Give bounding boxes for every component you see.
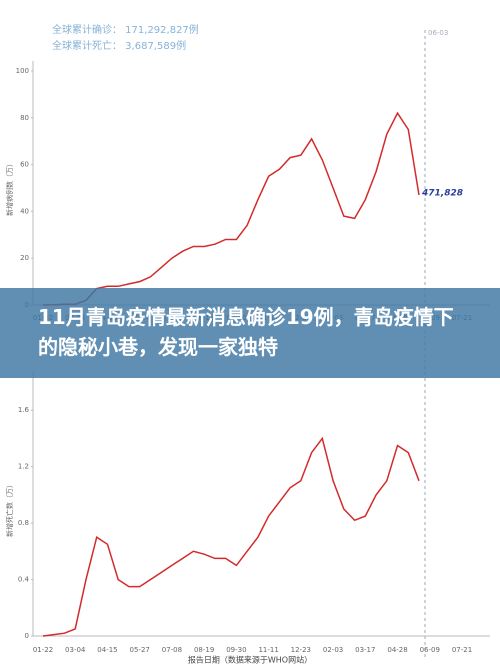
x-tick-label: 03-17 (355, 646, 375, 654)
x-tick-label: 07-21 (452, 646, 472, 654)
x-tick-label: 11-11 (258, 646, 278, 654)
y-tick-label: 80 (20, 114, 29, 122)
y-tick-label: 0.8 (18, 519, 29, 527)
y-tick-label: 0 (25, 632, 29, 640)
y-tick-label: 40 (20, 207, 29, 215)
legend-note: 全球累计死亡： 3,687,589例 (52, 39, 186, 52)
y-axis-label: 新增病例数（万） (5, 160, 14, 216)
x-tick-label: 01-22 (33, 646, 53, 654)
x-axis-label: 报告日期（数据来源于WHO网站） (188, 655, 312, 665)
x-tick-label: 12-23 (291, 646, 311, 654)
data-line (42, 111, 420, 306)
y-axis-label: 新增死亡数（万） (5, 481, 14, 537)
x-tick-label: 03-04 (65, 646, 86, 654)
x-tick-label: 07-08 (162, 646, 182, 654)
x-tick-label: 02-03 (323, 646, 343, 654)
x-tick-label: 06-09 (420, 646, 440, 654)
y-tick-label: 1.6 (18, 406, 30, 414)
y-tick-label: 0.4 (18, 576, 30, 584)
x-tick-label: 04-28 (387, 646, 407, 654)
y-tick-label: 20 (20, 254, 29, 262)
banner-title: 11月青岛疫情最新消息确诊19例，青岛疫情下的隐秘小巷，发现一家独特 (0, 288, 500, 378)
y-tick-label: 1.2 (18, 463, 29, 471)
y-tick-label: 60 (20, 161, 29, 169)
marker-label: 06-03 (428, 29, 448, 37)
x-tick-label: 09-30 (226, 646, 246, 654)
x-tick-label: 08-19 (194, 646, 214, 654)
y-tick-label: 100 (16, 67, 29, 75)
x-tick-label: 04-15 (97, 646, 117, 654)
legend-note: 全球累计确诊： 171,292,827例 (52, 23, 199, 36)
x-tick-label: 05-27 (130, 646, 150, 654)
end-annotation: 471,828 (421, 189, 463, 199)
data-line (42, 436, 420, 637)
